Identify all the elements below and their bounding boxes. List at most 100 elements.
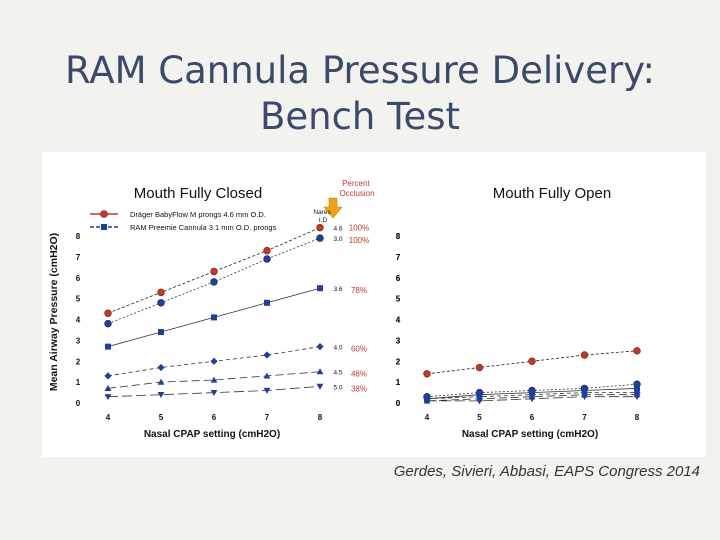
left-data-point — [104, 309, 112, 317]
left-data-point — [317, 285, 323, 292]
right-x-tick-label: 5 — [477, 413, 482, 422]
right-x-tick-label: 8 — [635, 413, 640, 422]
right-y-tick-label-right: 3 — [396, 336, 401, 345]
percent-occlusion-value: 60% — [351, 345, 367, 354]
right-y-tick-label: 4 — [396, 316, 401, 325]
left-y-tick-label: 0 — [76, 399, 81, 408]
nares-id-value: 5.0 — [333, 384, 342, 391]
left-data-point — [210, 376, 218, 383]
right-y-tick-label: 3 — [396, 336, 401, 345]
legend-label-drager: Dräger BabyFlow M prongs 4.6 mm O.D. — [130, 210, 266, 219]
right-chart-title: Mouth Fully Open — [493, 185, 611, 202]
right-data-point — [580, 351, 589, 359]
legend-marker-drager — [100, 210, 108, 218]
left-data-point — [263, 372, 271, 379]
right-x-tick-label: 4 — [425, 413, 430, 422]
right-data-point — [633, 394, 641, 401]
percent-occlusion-value: 100% — [349, 224, 369, 233]
left-data-point — [158, 329, 164, 336]
left-y-tick-label: 5 — [76, 295, 81, 304]
left-y-tick-label: 4 — [76, 316, 81, 325]
right-x-axis-label: Nasal CPAP setting (cmH2O) — [462, 429, 598, 440]
percent-occlusion-value: 48% — [351, 370, 367, 379]
right-y-tick-label-right: 4 — [396, 316, 401, 325]
right-y-tick-label-right: 8 — [396, 232, 401, 241]
left-y-tick-label: 8 — [76, 232, 81, 241]
legend-marker-ram — [101, 224, 107, 230]
series-side-labels: 4.6 100% 3.0 100% 3.6 78% 4.0 60% 4.5 48% 5.0 38% — [333, 224, 369, 394]
left-chart-panel: 0 1 2 3 4 5 6 7 8 4 5 6 7 8 — [76, 223, 324, 422]
right-y-tick-label: 0 — [396, 399, 401, 408]
right-data-point — [475, 363, 484, 372]
slide-title: RAM Cannula Pressure Delivery: Bench Tes… — [0, 48, 720, 140]
chart-svg: Mouth Fully Closed Mouth Fully Open Mean… — [48, 179, 641, 440]
left-data-point — [157, 392, 165, 399]
left-data-point — [104, 384, 112, 391]
left-data-point — [157, 288, 165, 297]
right-y-tick-label-right: 1 — [396, 378, 401, 387]
left-data-point — [210, 389, 218, 396]
right-series-line — [426, 394, 637, 402]
slide-title-line2: Bench Test — [259, 95, 460, 138]
left-data-point — [263, 351, 271, 359]
right-y-tick-label: 1 — [396, 378, 401, 387]
left-data-point — [264, 299, 270, 306]
right-y-tick-label: 7 — [396, 253, 401, 262]
percent-occlusion-value: 78% — [351, 286, 367, 295]
left-y-tick-label: 3 — [76, 336, 81, 345]
left-x-tick-label: 8 — [318, 413, 323, 422]
left-x-tick-label: 7 — [265, 413, 270, 422]
left-data-point — [316, 223, 324, 232]
right-y-tick-label-right: 5 — [396, 295, 401, 304]
left-data-point — [263, 246, 271, 255]
left-y-tick-label: 7 — [76, 253, 81, 262]
right-y-tick-label-right: 0 — [396, 399, 401, 408]
left-data-point — [210, 267, 218, 276]
right-y-tick-label-right: 6 — [396, 274, 401, 283]
left-data-point — [211, 314, 217, 321]
left-x-tick-label: 4 — [106, 413, 111, 422]
left-data-point — [157, 299, 165, 307]
right-x-tick-label: 7 — [582, 413, 587, 422]
left-data-point — [104, 319, 112, 328]
nares-id-label: Nares I.D — [313, 209, 332, 224]
right-y-tick-label: 5 — [396, 295, 401, 304]
left-data-point — [316, 343, 324, 351]
left-y-tick-label: 2 — [76, 357, 81, 366]
left-data-point — [210, 278, 218, 286]
right-data-point — [423, 370, 431, 378]
left-x-tick-label: 6 — [212, 413, 217, 422]
right-data-point — [633, 347, 641, 355]
right-data-point — [423, 398, 431, 405]
right-y-tick-label-right: 7 — [396, 253, 401, 262]
left-x-tick-label: 5 — [159, 413, 164, 422]
left-data-point — [316, 368, 324, 375]
left-data-point — [157, 378, 165, 385]
nares-id-value: 4.0 — [333, 345, 342, 352]
nares-id-value: 4.5 — [333, 370, 342, 377]
left-data-point — [104, 394, 112, 401]
right-data-point — [581, 394, 588, 401]
occlusion-arrow-icon — [323, 197, 343, 219]
right-y-tick-label-right: 2 — [396, 357, 401, 366]
right-y-tick-label: 8 — [396, 232, 401, 241]
citation: Gerdes, Sivieri, Abbasi, EAPS Congress 2… — [393, 463, 700, 480]
right-x-tick-label: 6 — [530, 413, 535, 422]
left-data-point — [157, 363, 165, 372]
left-data-point — [263, 387, 271, 394]
nares-id-value: 3.0 — [333, 236, 342, 243]
legend-label-ram: RAM Preemie Cannula 3.1 mm O.D. prongs — [130, 223, 277, 232]
left-data-point — [263, 255, 271, 263]
chart-figure: Mouth Fully Closed Mouth Fully Open Mean… — [42, 152, 706, 457]
right-data-point — [528, 396, 536, 403]
right-y-tick-label: 6 — [396, 274, 401, 283]
percent-occlusion-value: 38% — [351, 384, 367, 393]
left-y-tick-label: 6 — [76, 274, 81, 283]
left-series-line — [107, 227, 321, 314]
left-chart-title: Mouth Fully Closed — [134, 185, 262, 202]
left-x-axis-label: Nasal CPAP setting (cmH2O) — [144, 429, 280, 440]
percent-occlusion-value: 100% — [349, 236, 369, 245]
nares-id-value: 4.6 — [333, 226, 342, 233]
nares-id-value: 3.6 — [333, 286, 342, 293]
